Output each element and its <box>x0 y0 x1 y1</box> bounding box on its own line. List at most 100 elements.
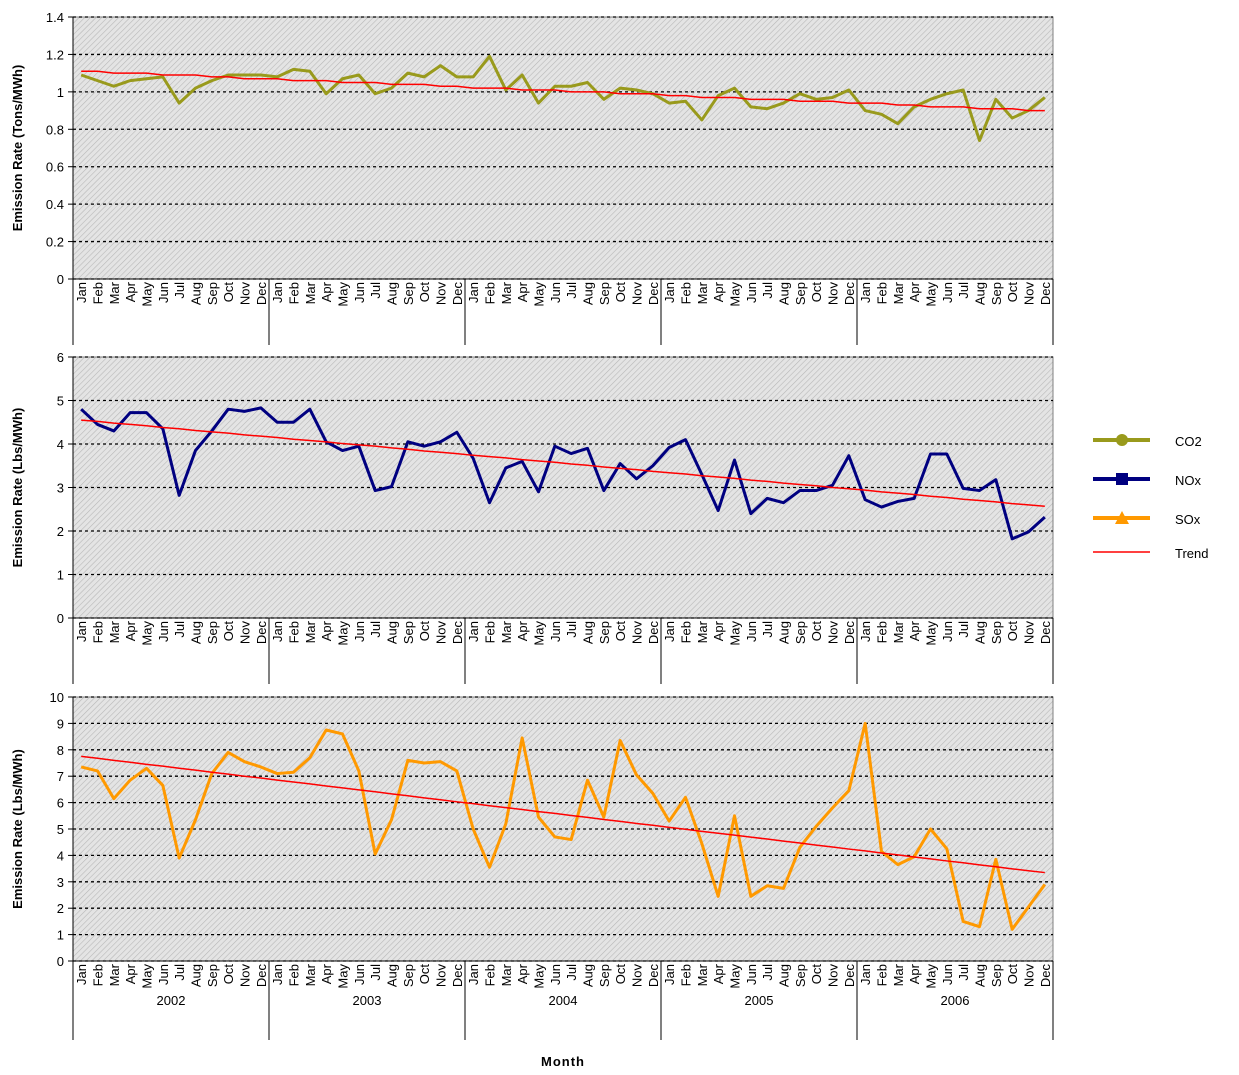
x-tick-label: Nov <box>434 964 449 988</box>
x-tick-label: Nov <box>826 964 841 988</box>
x-tick-label: Mar <box>891 620 906 643</box>
x-tick-label: Dec <box>450 964 465 988</box>
x-tick-label: Jun <box>352 621 367 642</box>
x-tick-label: Sep <box>205 621 220 644</box>
x-tick-label: Nov <box>1022 964 1037 988</box>
x-tick-label: Apr <box>123 620 138 641</box>
x-tick-label: Jul <box>564 964 579 981</box>
x-tick-label: Aug <box>973 621 988 644</box>
x-tick-label: Aug <box>973 282 988 305</box>
x-tick-label: Aug <box>973 964 988 987</box>
plot-area <box>72 356 1054 619</box>
x-tick-label: Dec <box>1038 964 1053 988</box>
x-tick-label: Aug <box>777 964 792 987</box>
x-tick-label: Nov <box>434 621 449 645</box>
x-tick-label: Jun <box>744 621 759 642</box>
x-tick-label: Jun <box>156 964 171 985</box>
x-tick-label: Jan <box>466 282 481 303</box>
x-tick-label: Jul <box>564 282 579 299</box>
x-tick-label: Mar <box>303 620 318 643</box>
x-tick-label: Oct <box>809 621 824 642</box>
x-tick-label: Aug <box>385 621 400 644</box>
x-tick-label: Jan <box>466 621 481 642</box>
x-tick-label: Aug <box>385 964 400 987</box>
x-tick-label: Nov <box>434 282 449 306</box>
y-tick-label: 8 <box>57 743 64 758</box>
x-tick-label: Feb <box>287 964 302 986</box>
x-tick-label: Oct <box>1005 964 1020 985</box>
x-tick-label: Apr <box>907 281 922 302</box>
legend-label: NOx <box>1175 473 1202 488</box>
y-tick-label: 2 <box>57 901 64 916</box>
x-tick-label: Feb <box>483 621 498 643</box>
x-tick-label: Jun <box>940 282 955 303</box>
x-tick-label: Apr <box>515 281 530 302</box>
x-tick-label: Jul <box>760 282 775 299</box>
x-tick-label: Jan <box>466 964 481 985</box>
y-tick-label: 0.6 <box>46 160 64 175</box>
x-tick-label: Oct <box>613 621 628 642</box>
x-tick-label: Apr <box>123 963 138 984</box>
x-tick-label: Apr <box>319 620 334 641</box>
y-tick-label: 6 <box>57 350 64 365</box>
legend-label: CO2 <box>1175 434 1202 449</box>
trend-line <box>81 755 1045 874</box>
x-tick-label: Mar <box>107 620 122 643</box>
series-line <box>80 406 1046 541</box>
x-tick-label: Dec <box>646 282 661 306</box>
x-tick-label: Dec <box>450 282 465 306</box>
x-tick-label: Jul <box>368 964 383 981</box>
x-tick-label: Mar <box>303 963 318 986</box>
x-tick-label: Sep <box>205 964 220 987</box>
group-label: 2005 <box>745 993 774 1008</box>
x-tick-label: May <box>924 621 939 646</box>
group-label: 2002 <box>157 993 186 1008</box>
x-tick-label: Nov <box>238 964 253 988</box>
x-tick-label: Mar <box>499 281 514 304</box>
x-tick-label: Sep <box>989 964 1004 987</box>
y-axis-title: Emission Rate (Lbs/MWh) <box>10 408 25 568</box>
x-tick-label: Jan <box>270 282 285 303</box>
x-tick-label: Jan <box>858 964 873 985</box>
x-tick-label: Apr <box>515 963 530 984</box>
x-tick-label: Apr <box>711 963 726 984</box>
y-tick-label: 0 <box>57 272 64 287</box>
plot-area <box>72 696 1054 962</box>
x-tick-label: Jan <box>662 282 677 303</box>
x-tick-label: Nov <box>238 282 253 306</box>
x-tick-label: Apr <box>907 620 922 641</box>
legend-marker <box>1115 511 1129 524</box>
y-tick-label: 0 <box>57 954 64 969</box>
x-tick-label: Feb <box>875 282 890 304</box>
x-tick-label: Jun <box>548 964 563 985</box>
x-tick-label: Sep <box>597 621 612 644</box>
x-tick-label: Dec <box>254 282 269 306</box>
x-tick-label: Oct <box>613 964 628 985</box>
x-tick-label: Feb <box>875 964 890 986</box>
x-tick-label: Jan <box>270 621 285 642</box>
x-tick-label: Mar <box>499 620 514 643</box>
x-tick-label: Mar <box>107 963 122 986</box>
x-tick-label: Feb <box>483 282 498 304</box>
x-tick-label: May <box>924 964 939 989</box>
x-tick-label: Apr <box>319 963 334 984</box>
x-tick-label: Jul <box>368 282 383 299</box>
x-tick-label: Sep <box>989 282 1004 305</box>
group-label: 2003 <box>353 993 382 1008</box>
x-tick-label: Oct <box>417 621 432 642</box>
x-tick-label: Sep <box>793 964 808 987</box>
x-tick-label: Jan <box>74 621 89 642</box>
x-tick-label: Oct <box>1005 282 1020 303</box>
x-tick-label: Apr <box>123 281 138 302</box>
x-tick-label: Jun <box>940 621 955 642</box>
x-tick-label: Aug <box>189 964 204 987</box>
x-tick-label: Jan <box>270 964 285 985</box>
x-tick-label: Jul <box>368 621 383 638</box>
y-tick-label: 3 <box>57 481 64 496</box>
x-tick-label: May <box>728 964 743 989</box>
x-tick-label: May <box>532 282 547 307</box>
legend-label: SOx <box>1175 512 1201 527</box>
y-axis-title: Emission Rate (Tons/MWh) <box>10 65 25 232</box>
y-tick-label: 6 <box>57 796 64 811</box>
